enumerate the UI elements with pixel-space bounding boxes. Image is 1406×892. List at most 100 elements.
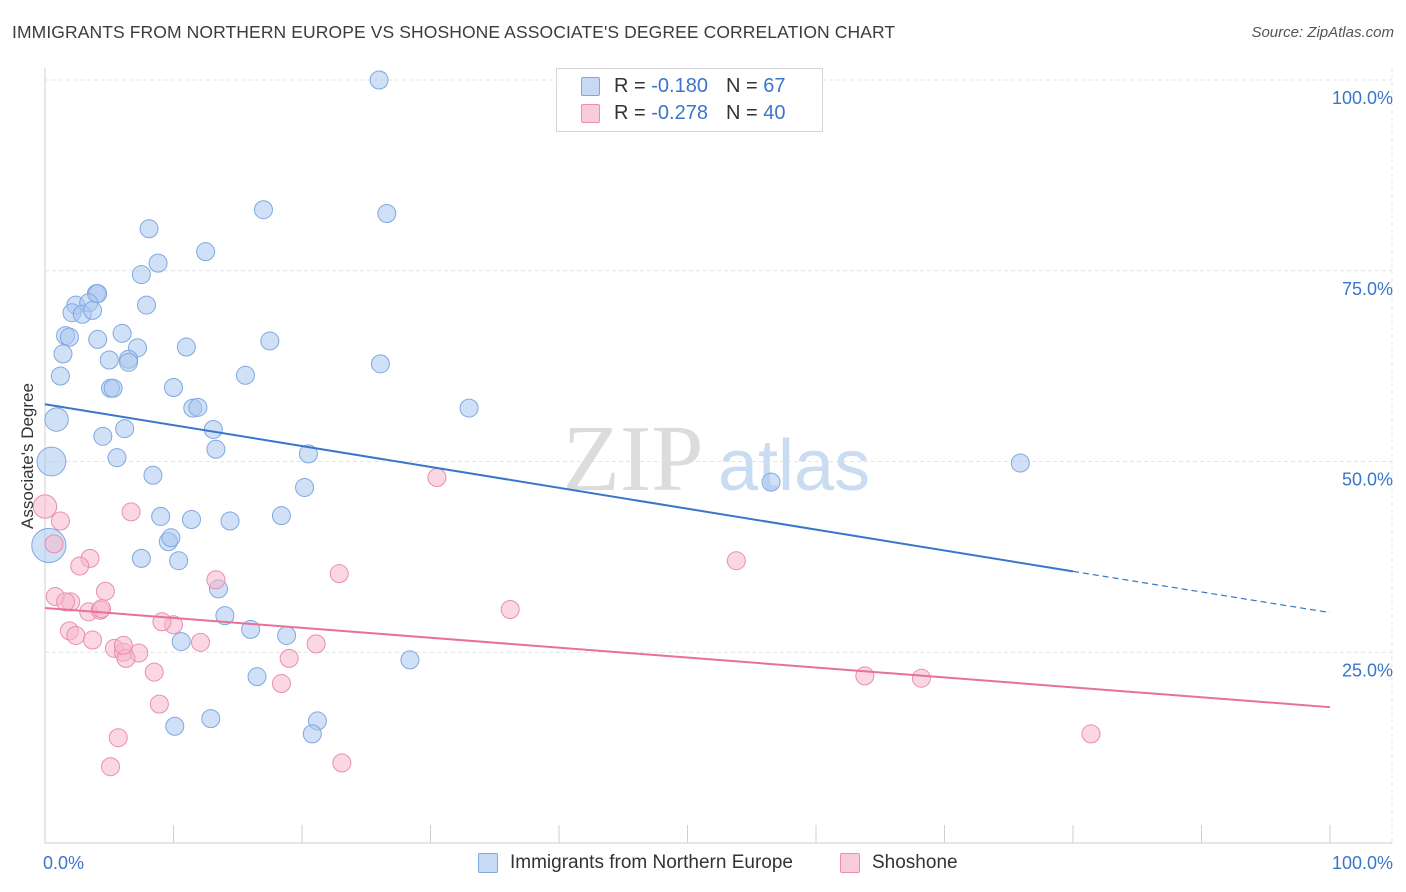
scatter-point-northern-europe (459, 398, 479, 418)
watermark: ZIP atlas (563, 407, 871, 511)
series-swatch-blue (478, 853, 498, 873)
scatter-point-northern-europe (119, 352, 139, 372)
scatter-point-northern-europe (44, 407, 69, 432)
scatter-point-northern-europe (143, 465, 163, 485)
trend-layer (44, 403, 1331, 709)
scatter-point-northern-europe (161, 528, 181, 548)
scatter-point-shoshone (95, 581, 115, 601)
scatter-point-shoshone (70, 556, 90, 576)
source-credit: Source: ZipAtlas.com (1251, 24, 1394, 41)
scatter-point-northern-europe (93, 426, 113, 446)
scatter-point-shoshone (144, 662, 164, 682)
series-legend-label: Shoshone (872, 852, 958, 873)
scatter-point-northern-europe (188, 397, 208, 417)
scatter-point-northern-europe (206, 439, 226, 459)
grid-layer (45, 68, 1393, 843)
scatter-point-shoshone (190, 632, 210, 652)
legend-row-northern-europe: R = -0.180 N = 67 (581, 73, 785, 99)
scatter-point-northern-europe (247, 667, 267, 687)
scatter-point-shoshone (500, 600, 520, 620)
scatter-point-northern-europe (196, 242, 216, 262)
scatter-point-shoshone (83, 630, 103, 650)
scatter-point-shoshone (271, 674, 291, 694)
y-tick-label: 25.0% (1342, 660, 1393, 680)
scatter-point-shoshone (332, 753, 352, 773)
scatter-point-northern-europe (165, 716, 185, 736)
legend-n-label: N = (725, 101, 758, 124)
scatter-point-northern-europe (139, 219, 159, 239)
scatter-point-northern-europe (370, 354, 390, 374)
scatter-point-northern-europe (50, 366, 70, 386)
y-tick-label: 75.0% (1342, 279, 1393, 299)
scatter-point-shoshone (44, 534, 64, 554)
legend-swatch-blue (581, 76, 600, 96)
correlation-legend: R = -0.180 N = 67 R = -0.278 N = 40 (556, 68, 823, 132)
scatter-point-shoshone (56, 592, 76, 612)
series-legend-northern-europe[interactable]: Immigrants from Northern Europe (478, 852, 793, 874)
scatter-point-shoshone (66, 625, 86, 645)
scatter-point-shoshone (329, 564, 349, 584)
watermark-atlas: atlas (718, 426, 870, 506)
scatter-point-northern-europe (203, 419, 223, 439)
scatter-point-northern-europe (99, 350, 119, 370)
scatter-point-northern-europe (761, 472, 781, 492)
scatter-point-shoshone (152, 612, 172, 632)
legend-r-label: R = (614, 74, 646, 97)
legend-n-value: 40 (763, 101, 786, 124)
scatter-point-shoshone (92, 599, 112, 619)
scatter-point-northern-europe (137, 295, 157, 315)
scatter-point-northern-europe (260, 331, 280, 351)
scatter-point-northern-europe (112, 323, 132, 343)
y-tick-label: 100.0% (1332, 88, 1393, 108)
scatter-point-northern-europe (400, 650, 420, 670)
legend-swatch-pink (581, 103, 600, 123)
scatter-point-northern-europe (164, 377, 183, 397)
chart-title: IMMIGRANTS FROM NORTHERN EUROPE VS SHOSH… (12, 22, 896, 42)
legend-n-value: 67 (763, 74, 786, 97)
watermark-zip: ZIP (563, 407, 704, 511)
scatter-point-northern-europe (298, 444, 318, 464)
scatter-point-northern-europe (36, 446, 67, 477)
legend-r-value: -0.180 (651, 74, 708, 97)
scatter-point-northern-europe (277, 625, 297, 645)
legend-row-shoshone: R = -0.278 N = 40 (581, 100, 785, 126)
scatter-point-northern-europe (169, 551, 189, 571)
legend-r-value: -0.278 (651, 101, 708, 124)
scatter-point-shoshone (108, 728, 128, 748)
scatter-point-northern-europe (131, 265, 151, 285)
scatter-point-shoshone (855, 666, 875, 686)
scatter-point-shoshone (32, 494, 58, 519)
scatter-point-northern-europe (271, 506, 291, 526)
scatter-point-northern-europe (369, 70, 389, 90)
y-axis-label: Associate's Degree (18, 383, 37, 529)
legend-n-label: N = (725, 74, 758, 97)
points-layer (31, 70, 1101, 777)
y-tick-label: 50.0% (1342, 470, 1393, 490)
trend-line-northern-europe-extension (1072, 570, 1331, 614)
scatter-point-northern-europe (235, 365, 255, 385)
scatter-point-northern-europe (53, 344, 73, 364)
scatter-point-northern-europe (220, 511, 240, 531)
series-legend: Immigrants from Northern Europe Shoshone (0, 852, 1406, 878)
scatter-point-northern-europe (83, 300, 103, 320)
scatter-point-northern-europe (59, 327, 79, 347)
scatter-point-shoshone (206, 570, 226, 590)
scatter-point-northern-europe (107, 448, 127, 468)
scatter-point-northern-europe (88, 329, 108, 349)
scatter-point-northern-europe (151, 506, 171, 526)
scatter-point-northern-europe (115, 419, 135, 439)
scatter-point-shoshone (306, 634, 326, 654)
trend-line-northern-europe (44, 403, 1074, 573)
x-tick-label: 100.0% (1332, 853, 1393, 873)
scatter-point-northern-europe (1010, 453, 1030, 473)
scatter-point-shoshone (121, 502, 141, 522)
scatter-point-shoshone (50, 511, 70, 531)
trend-line-shoshone (44, 606, 1331, 709)
series-legend-shoshone[interactable]: Shoshone (840, 852, 958, 874)
scatter-point-shoshone (1081, 724, 1101, 744)
scatter-point-northern-europe (103, 378, 123, 398)
scatter-point-northern-europe (201, 709, 221, 729)
scatter-point-northern-europe (253, 200, 273, 220)
tick-label-layer: 25.0% 50.0% 75.0% 100.0% 0.0% 100.0% (43, 88, 1393, 873)
